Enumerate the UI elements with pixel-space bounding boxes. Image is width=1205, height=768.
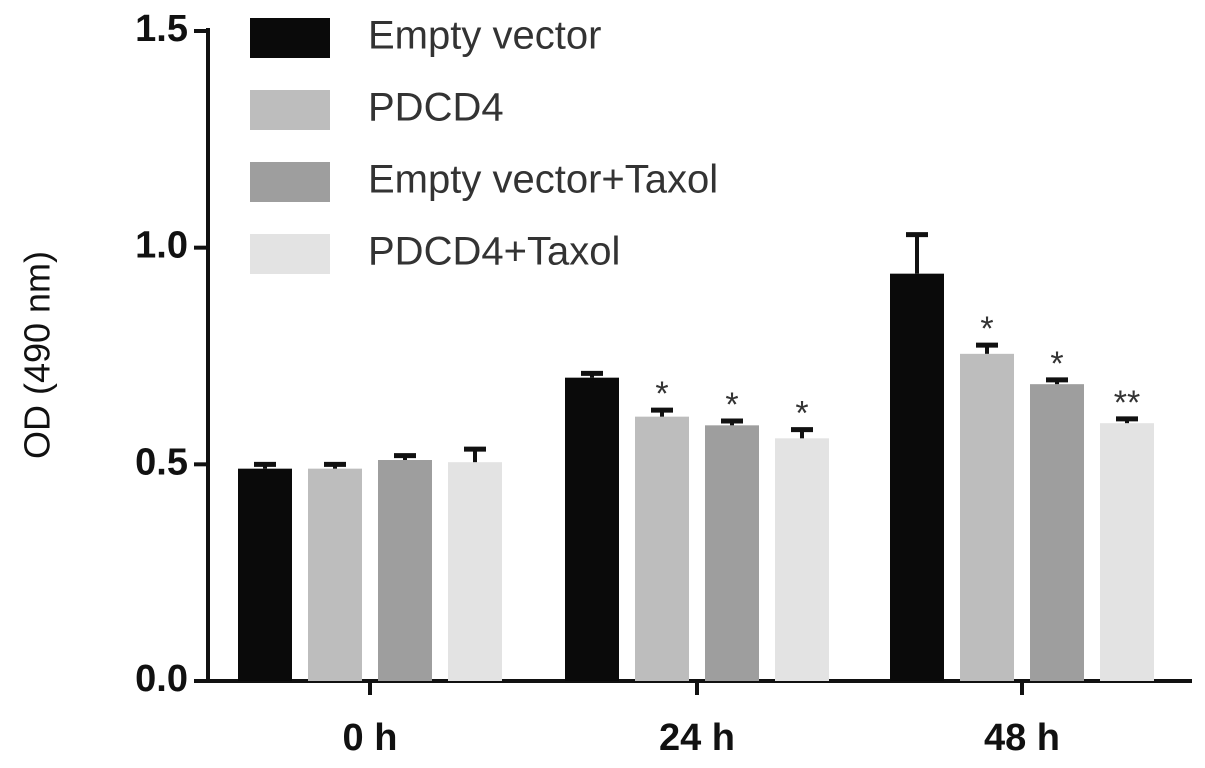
bar <box>308 468 362 681</box>
legend-swatch <box>250 234 330 274</box>
significance-label: * <box>980 310 993 348</box>
x-tick-label: 0 h <box>343 717 398 759</box>
bar <box>565 377 619 681</box>
significance-label: * <box>655 375 668 413</box>
bar <box>960 353 1014 681</box>
legend-swatch <box>250 90 330 130</box>
x-tick-label: 24 h <box>659 717 735 759</box>
y-tick-label: 0.5 <box>135 441 188 483</box>
bar <box>635 416 689 681</box>
bar <box>238 468 292 681</box>
significance-label: * <box>725 386 738 424</box>
bar <box>1100 423 1154 681</box>
legend-swatch <box>250 18 330 58</box>
legend-swatch <box>250 162 330 202</box>
y-axis-label: OD (490 nm) <box>17 251 58 459</box>
legend-label: Empty vector <box>368 14 601 58</box>
y-tick-label: 1.0 <box>135 225 188 267</box>
legend-label: PDCD4+Taxol <box>368 230 620 274</box>
y-tick-label: 0.0 <box>135 658 188 700</box>
significance-label: * <box>795 395 808 433</box>
y-tick-label: 1.5 <box>135 8 188 50</box>
bar <box>448 462 502 681</box>
significance-label: * <box>1050 345 1063 383</box>
bar <box>378 460 432 681</box>
x-tick-label: 48 h <box>984 717 1060 759</box>
bar <box>705 425 759 681</box>
significance-label: ** <box>1114 384 1140 422</box>
legend-label: PDCD4 <box>368 86 504 130</box>
legend-label: Empty vector+Taxol <box>368 158 718 202</box>
bar <box>775 438 829 681</box>
bar <box>1030 384 1084 681</box>
bar <box>890 273 944 681</box>
